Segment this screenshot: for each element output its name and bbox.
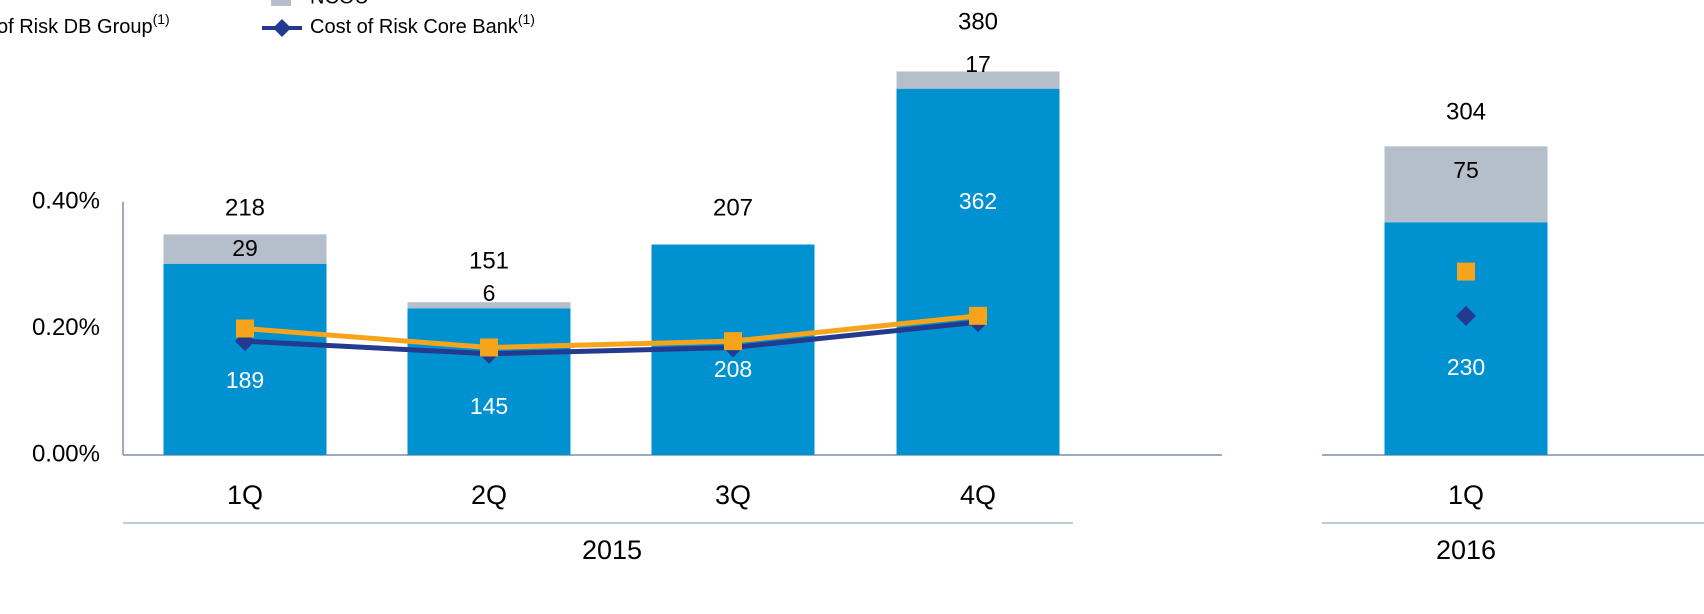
data-label: 189	[226, 367, 264, 393]
marker	[1457, 262, 1475, 281]
legend-name: of Risk DB Group	[0, 16, 153, 38]
bar	[1384, 222, 1548, 455]
data-label: 6	[483, 280, 496, 306]
data-label: 208	[714, 356, 752, 382]
total-label: 218	[225, 194, 265, 221]
legend-note: (1)	[518, 11, 535, 27]
marker	[236, 319, 254, 338]
x-tick-label: 2Q	[471, 480, 507, 510]
marker	[1456, 305, 1476, 326]
total-label: 380	[958, 8, 998, 35]
legend-swatch	[271, 0, 291, 6]
legend-note: (1)	[153, 11, 170, 27]
x-tick-label: 4Q	[960, 480, 996, 510]
bar	[163, 234, 327, 264]
bar	[896, 71, 1060, 89]
marker	[969, 306, 987, 325]
y-tick-label: 0.20%	[32, 314, 100, 341]
data-label: 362	[959, 188, 997, 214]
legend-label: NCOU	[310, 0, 369, 8]
bar	[896, 88, 1060, 455]
legend-name: Cost of Risk Core Bank	[310, 16, 519, 38]
legend-label: of Risk DB Group(1)	[0, 11, 170, 39]
y-tick-label: 0.40%	[32, 187, 100, 214]
bar	[407, 308, 571, 455]
y-tick-label: 0.00%	[32, 440, 100, 467]
data-label: 29	[232, 235, 258, 261]
total-label: 151	[469, 247, 509, 274]
line	[244, 313, 979, 350]
total-label: 304	[1446, 98, 1486, 125]
line	[244, 319, 979, 357]
data-label: 75	[1453, 157, 1479, 183]
data-label: 230	[1447, 354, 1485, 380]
data-label: 145	[470, 393, 508, 419]
data-label: 17	[965, 51, 991, 77]
x-tick-label: 1Q	[1448, 480, 1484, 510]
marker	[480, 338, 498, 357]
group-label: 2015	[582, 535, 642, 565]
x-tick-label: 1Q	[227, 480, 263, 510]
legend-label: Cost of Risk Core Bank(1)	[310, 11, 535, 39]
bar	[163, 263, 327, 455]
bar	[1384, 146, 1548, 223]
bar	[407, 302, 571, 309]
x-tick-label: 3Q	[715, 480, 751, 510]
marker	[724, 332, 742, 351]
legend-marker	[273, 19, 291, 37]
group-label: 2016	[1436, 535, 1496, 565]
total-label: 207	[713, 194, 753, 221]
